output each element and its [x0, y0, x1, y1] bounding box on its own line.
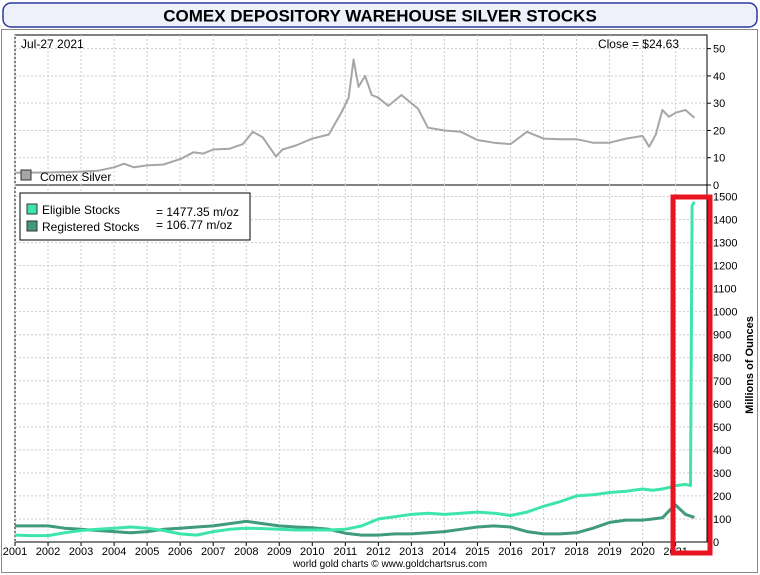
x-tick-label: 2010 [300, 546, 324, 558]
top-y-tick-label: 10 [713, 153, 725, 165]
bottom-y-tick-label: 1200 [713, 261, 737, 273]
x-tick-label: 2007 [201, 546, 225, 558]
title-banner [2, 2, 758, 28]
x-tick-label: 2006 [168, 546, 192, 558]
silver-price-line [14, 58, 696, 174]
registered-stocks-line [15, 503, 695, 537]
y-axis-title: Millions of Ounces [744, 316, 756, 414]
eligible-stocks-line [14, 200, 696, 538]
top-y-tick-label: 40 [713, 71, 725, 83]
x-tick-label: 2015 [465, 546, 489, 558]
x-tick-label: 2008 [234, 546, 258, 558]
registered-legend-label: Registered Stocks [42, 220, 139, 234]
bottom-y-tick-label: 700 [713, 376, 731, 388]
eligible-legend-value: = 1477.35 m/oz [156, 205, 239, 219]
top-panel [14, 34, 708, 186]
top-y-tick-label: 30 [713, 98, 725, 110]
top-y-tick-label: 20 [713, 125, 725, 137]
top-y-tick-label: 50 [713, 44, 725, 56]
silver-legend-swatch [20, 169, 32, 181]
highlight-box [670, 194, 713, 556]
x-tick-label: 2011 [333, 546, 357, 558]
bottom-y-tick-label: 0 [713, 537, 719, 549]
outer-frame [1, 29, 758, 573]
x-tick-label: 2018 [564, 546, 588, 558]
bottom-y-tick-label: 900 [713, 330, 731, 342]
bottom-y-tick-label: 1400 [713, 215, 737, 227]
bottom-y-tick-label: 1000 [713, 307, 737, 319]
top-close-label: Close = $24.63 [598, 37, 679, 51]
bottom-y-tick-label: 300 [713, 468, 731, 480]
x-tick-label: 2020 [630, 546, 654, 558]
registered-legend-swatch [26, 220, 38, 232]
x-tick-label: 2013 [399, 546, 423, 558]
bottom-y-tick-label: 1500 [713, 192, 737, 204]
x-tick-label: 2004 [102, 546, 126, 558]
x-tick-label: 2009 [267, 546, 291, 558]
x-tick-label: 2003 [69, 546, 93, 558]
bottom-y-tick-label: 1100 [713, 284, 737, 296]
bottom-y-tick-label: 500 [713, 422, 731, 434]
top-date-label: Jul-27 2021 [21, 37, 84, 51]
footer-credit: world gold charts © www.goldchartsrus.co… [292, 559, 487, 570]
bottom-y-tick-label: 400 [713, 445, 731, 457]
bottom-y-tick-label: 100 [713, 514, 731, 526]
silver-legend-label: Comex Silver [40, 170, 111, 184]
x-tick-label: 2001 [3, 546, 27, 558]
x-tick-label: 2014 [432, 546, 456, 558]
bottom-panel [14, 184, 708, 543]
x-tick-label: 2019 [597, 546, 621, 558]
bottom-y-tick-label: 200 [713, 491, 731, 503]
x-tick-label: 2016 [498, 546, 522, 558]
x-tick-label: 2002 [36, 546, 60, 558]
eligible-legend-swatch [26, 203, 38, 215]
eligible-legend-label: Eligible Stocks [42, 203, 120, 217]
stocks-legend-box [19, 192, 251, 241]
x-tick-label: 2017 [531, 546, 555, 558]
x-tick-label: 2012 [366, 546, 390, 558]
top-y-tick-label: 0 [713, 180, 719, 192]
bottom-y-tick-label: 1300 [713, 238, 737, 250]
registered-legend-value: = 106.77 m/oz [156, 218, 232, 232]
bottom-y-tick-label: 600 [713, 399, 731, 411]
chart-title: COMEX DEPOSITORY WAREHOUSE SILVER STOCKS [163, 7, 597, 26]
x-tick-label: 2005 [135, 546, 159, 558]
bottom-y-tick-label: 800 [713, 353, 731, 365]
